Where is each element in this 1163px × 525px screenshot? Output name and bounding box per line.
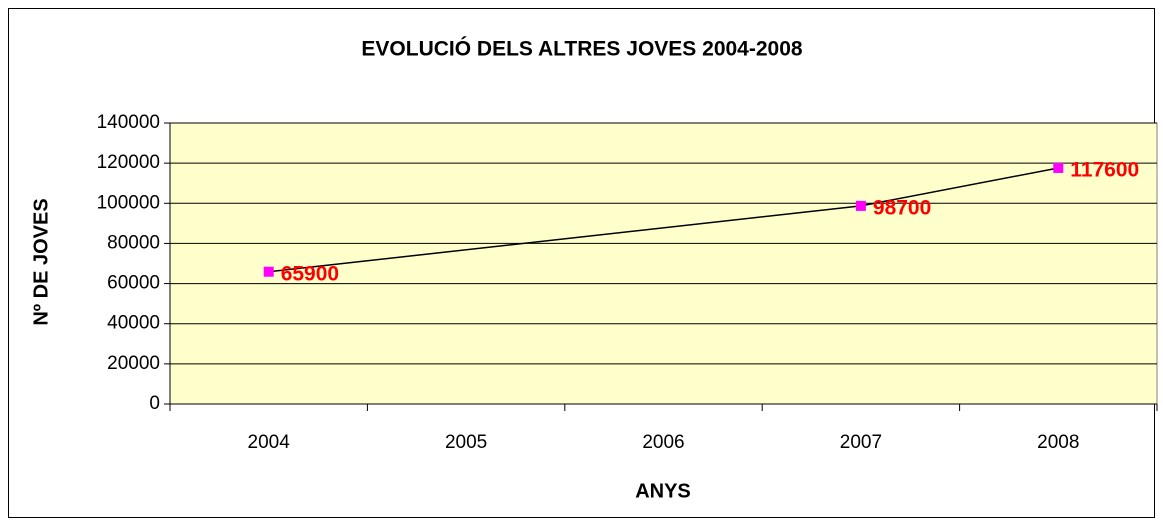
y-tick-label: 0 — [149, 393, 160, 414]
x-axis-label: ANYS — [635, 480, 691, 502]
x-tick-label: 2005 — [445, 432, 487, 453]
y-tick-label: 100000 — [97, 192, 160, 213]
data-label: 117600 — [1070, 159, 1139, 182]
y-tick-label: 140000 — [97, 112, 160, 133]
y-axis-label: Nº DE JOVES — [30, 198, 52, 325]
y-tick-label: 120000 — [97, 152, 160, 173]
marker — [855, 200, 866, 211]
y-tick-label: 20000 — [107, 353, 160, 374]
data-label: 98700 — [873, 196, 931, 219]
chart-title: EVOLUCIÓ DELS ALTRES JOVES 2004-2008 — [361, 37, 802, 61]
plot-area — [169, 122, 1158, 405]
x-tick-label: 2008 — [1037, 432, 1079, 453]
y-tick-label: 80000 — [107, 232, 160, 253]
marker — [263, 266, 274, 277]
x-tick-label: 2004 — [248, 432, 291, 453]
x-tick-label: 2006 — [642, 432, 684, 453]
data-label: 65900 — [281, 262, 339, 285]
y-tick-label: 60000 — [107, 273, 160, 294]
y-tick-label: 40000 — [107, 313, 160, 334]
marker — [1053, 162, 1064, 173]
x-tick-label: 2007 — [840, 432, 882, 453]
